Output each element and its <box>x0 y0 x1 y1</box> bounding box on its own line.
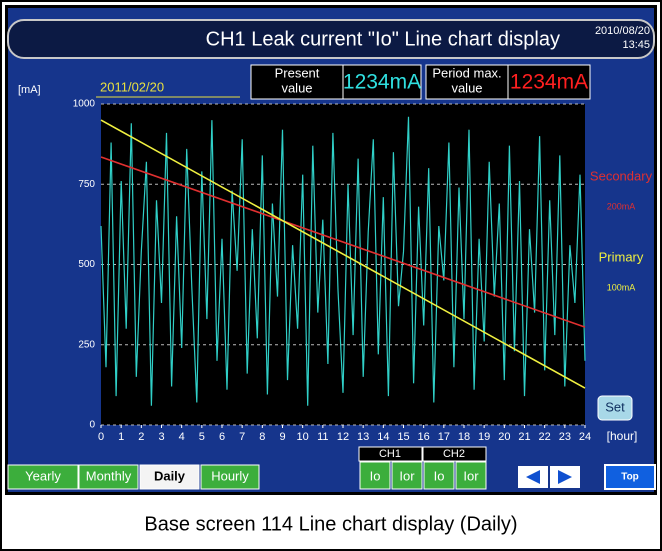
top-label: Top <box>621 472 639 483</box>
period-button[interactable] <box>139 464 200 490</box>
channel-header <box>358 446 423 462</box>
series-line <box>100 116 586 406</box>
x-tick-label: 18 <box>458 431 470 443</box>
readout-label: Present <box>275 65 320 80</box>
x-tick-label: 19 <box>478 431 490 443</box>
period-label: Daily <box>154 468 186 483</box>
channel-name: CH1 <box>379 448 401 460</box>
next-arrow <box>558 470 572 484</box>
y-tick-label: 1000 <box>73 99 96 110</box>
x-tick-label: 7 <box>239 431 245 443</box>
x-tick-label: 3 <box>158 431 164 443</box>
level-name: Secondary <box>590 168 653 183</box>
y-tick-label: 250 <box>78 339 95 350</box>
unit-label: [mA] <box>18 84 41 96</box>
period-button[interactable] <box>7 464 79 490</box>
channel-name: CH2 <box>443 448 465 460</box>
period-label: Hourly <box>211 468 249 483</box>
channel-header <box>422 446 487 462</box>
y-tick-label: 500 <box>78 259 95 270</box>
channel-button-label: Io <box>434 468 445 483</box>
x-tick-label: 5 <box>199 431 205 443</box>
prev-arrow <box>526 470 540 484</box>
channel-button[interactable] <box>359 461 391 490</box>
channel-button-label: Ior <box>463 468 479 483</box>
x-tick-label: 9 <box>279 431 285 443</box>
level-value: 200mA <box>607 201 636 211</box>
readout-value: 1234mA <box>510 71 588 94</box>
title: CH1 Leak current "Io" Line chart display <box>206 28 560 50</box>
title-bar <box>7 19 655 59</box>
x-tick-label: 12 <box>337 431 349 443</box>
x-tick-label: 8 <box>259 431 265 443</box>
level-name: Primary <box>599 249 644 264</box>
readout-value: 1234mA <box>343 71 421 94</box>
level-value: 100mA <box>607 282 636 292</box>
period-label: Monthly <box>86 468 132 483</box>
period-button[interactable] <box>200 464 260 490</box>
readout-label: value <box>451 80 482 95</box>
x-tick-label: 17 <box>438 431 450 443</box>
x-tick-label: 24 <box>579 431 591 443</box>
readout-label: value <box>281 80 312 95</box>
date-label: 2011/02/20 <box>100 79 164 94</box>
x-tick-label: 21 <box>518 431 530 443</box>
time: 13:45 <box>622 39 650 51</box>
readout-value-box <box>507 64 591 100</box>
y-tick-label: 0 <box>89 420 95 431</box>
x-tick-label: 10 <box>297 431 309 443</box>
x-tick-label: 4 <box>179 431 185 443</box>
x-tick-label: 15 <box>397 431 409 443</box>
caption: Base screen 114 Line chart display (Dail… <box>144 513 517 535</box>
x-axis-label: [hour] <box>607 429 638 443</box>
channel-button[interactable] <box>423 461 455 490</box>
channel-button[interactable] <box>455 461 487 490</box>
x-tick-label: 16 <box>418 431 430 443</box>
x-tick-label: 13 <box>357 431 369 443</box>
date: 2010/08/20 <box>595 25 650 37</box>
series-line <box>100 119 586 389</box>
y-tick-label: 750 <box>78 179 95 190</box>
x-tick-label: 14 <box>377 431 389 443</box>
readout-label-box <box>425 64 509 100</box>
top-button[interactable] <box>604 464 656 490</box>
period-label: Yearly <box>25 468 61 483</box>
channel-button-label: Ior <box>399 468 415 483</box>
channel-button[interactable] <box>391 461 423 490</box>
x-tick-label: 20 <box>498 431 510 443</box>
x-tick-label: 6 <box>219 431 225 443</box>
channel-button-label: Io <box>370 468 381 483</box>
readout-value-box <box>342 64 422 100</box>
readout-label: Period max. <box>432 65 501 80</box>
x-tick-label: 22 <box>539 431 551 443</box>
x-tick-label: 1 <box>118 431 124 443</box>
set-button[interactable] <box>597 395 633 421</box>
period-button[interactable] <box>78 464 139 490</box>
x-tick-label: 2 <box>138 431 144 443</box>
x-tick-label: 23 <box>559 431 571 443</box>
x-tick-label: 11 <box>317 431 328 443</box>
set-label: Set <box>605 399 625 414</box>
x-tick-label: 0 <box>98 431 104 443</box>
series-line <box>100 156 586 328</box>
